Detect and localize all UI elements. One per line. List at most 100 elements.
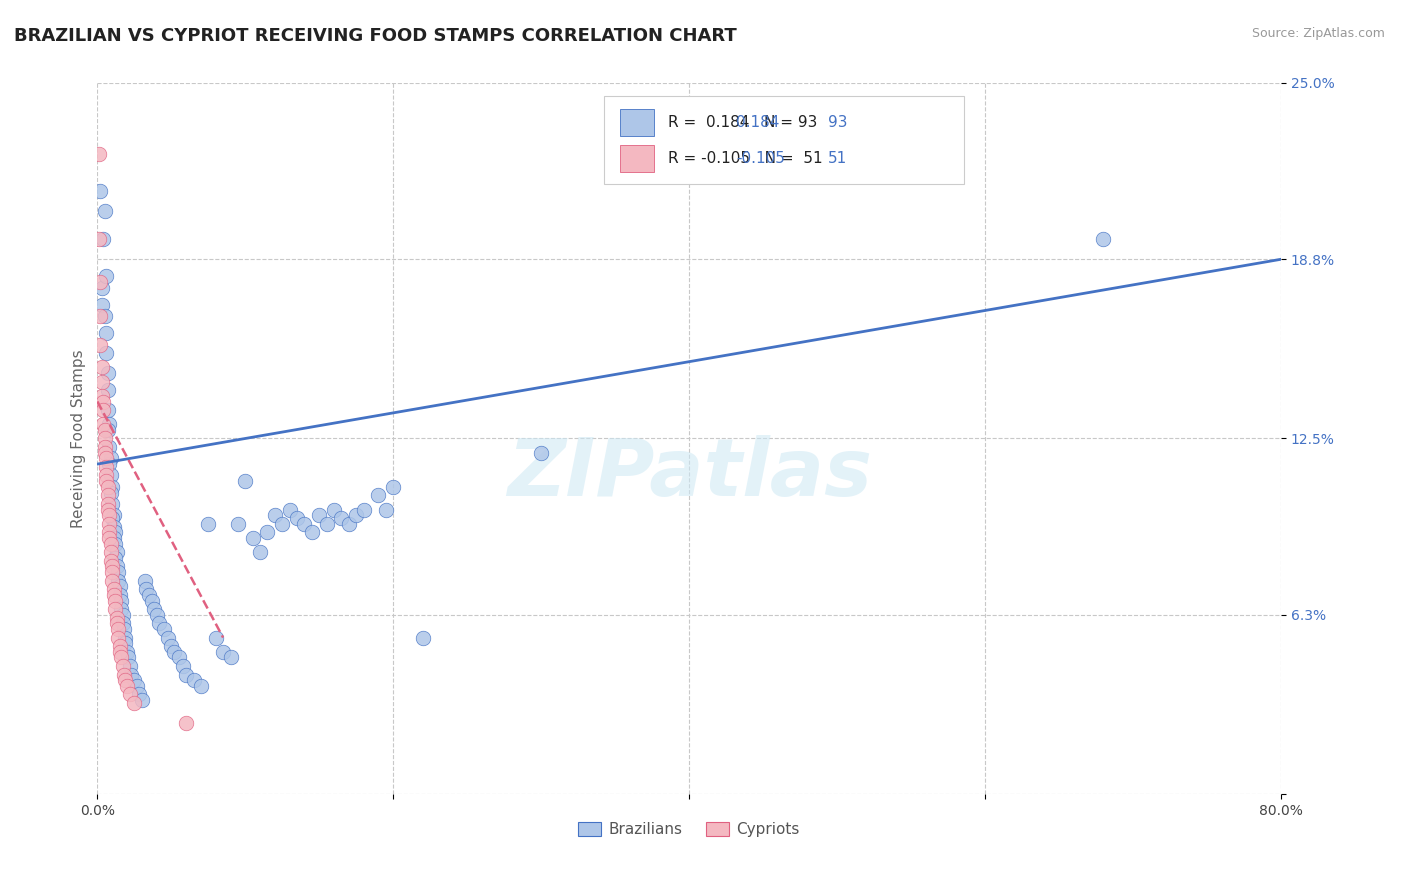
Point	[89, 184, 111, 198]
Point	[104, 537, 127, 551]
Point	[100, 451, 122, 466]
Point	[344, 508, 367, 523]
Point	[100, 554, 122, 568]
Point	[96, 326, 118, 341]
Point	[105, 559, 128, 574]
Point	[100, 545, 122, 559]
Point	[183, 673, 205, 688]
Point	[301, 525, 323, 540]
Point	[97, 502, 120, 516]
Point	[160, 639, 183, 653]
Point	[97, 423, 120, 437]
Point	[101, 559, 124, 574]
Point	[94, 446, 117, 460]
Point	[112, 667, 135, 681]
Point	[323, 502, 346, 516]
Point	[100, 468, 122, 483]
Point	[105, 545, 128, 559]
Point	[104, 602, 127, 616]
Point	[111, 659, 134, 673]
Point	[103, 508, 125, 523]
Point	[108, 645, 131, 659]
Point	[97, 403, 120, 417]
Point	[96, 269, 118, 284]
Point	[367, 488, 389, 502]
Point	[111, 616, 134, 631]
Point	[134, 574, 156, 588]
Point	[114, 636, 136, 650]
Point	[249, 545, 271, 559]
Point	[197, 516, 219, 531]
Point	[163, 645, 186, 659]
Point	[89, 337, 111, 351]
Point	[110, 602, 132, 616]
FancyBboxPatch shape	[620, 109, 654, 136]
Point	[90, 281, 112, 295]
Point	[96, 459, 118, 474]
Point	[97, 480, 120, 494]
Point	[101, 480, 124, 494]
Point	[90, 389, 112, 403]
Point	[87, 147, 110, 161]
Text: BRAZILIAN VS CYPRIOT RECEIVING FOOD STAMPS CORRELATION CHART: BRAZILIAN VS CYPRIOT RECEIVING FOOD STAM…	[14, 27, 737, 45]
Point	[141, 593, 163, 607]
Point	[107, 631, 129, 645]
Point	[98, 525, 121, 540]
Point	[145, 607, 167, 622]
Point	[98, 440, 121, 454]
Point	[97, 366, 120, 380]
Point	[98, 457, 121, 471]
Point	[105, 616, 128, 631]
Point	[91, 403, 114, 417]
Point	[138, 588, 160, 602]
Point	[94, 309, 117, 323]
Point	[226, 516, 249, 531]
Point	[374, 502, 396, 516]
Point	[118, 688, 141, 702]
Point	[98, 417, 121, 432]
Point	[530, 446, 553, 460]
Point	[212, 645, 235, 659]
Point	[97, 383, 120, 397]
Point	[190, 679, 212, 693]
Point	[90, 360, 112, 375]
Point	[114, 631, 136, 645]
Point	[101, 574, 124, 588]
Point	[118, 659, 141, 673]
Point	[104, 593, 127, 607]
Point	[330, 511, 353, 525]
Point	[94, 203, 117, 218]
Point	[172, 659, 194, 673]
Point	[89, 275, 111, 289]
Point	[124, 696, 146, 710]
Point	[101, 497, 124, 511]
Point	[174, 715, 197, 730]
Point	[104, 525, 127, 540]
Point	[285, 511, 308, 525]
Point	[98, 516, 121, 531]
Point	[114, 673, 136, 688]
Point	[271, 516, 294, 531]
Point	[107, 622, 129, 636]
Point	[97, 497, 120, 511]
Point	[153, 622, 176, 636]
Point	[108, 588, 131, 602]
Point	[382, 480, 405, 494]
Point	[100, 485, 122, 500]
Point	[98, 531, 121, 545]
Point	[174, 667, 197, 681]
Point	[308, 508, 330, 523]
Point	[167, 650, 190, 665]
Point	[96, 346, 118, 360]
Point	[115, 645, 138, 659]
Point	[264, 508, 287, 523]
Point	[148, 616, 170, 631]
Point	[98, 508, 121, 523]
Point	[111, 607, 134, 622]
Point	[104, 550, 127, 565]
Point	[219, 650, 242, 665]
Legend: Brazilians, Cypriots: Brazilians, Cypriots	[572, 816, 806, 843]
Point	[108, 639, 131, 653]
Point	[103, 582, 125, 597]
Point	[94, 440, 117, 454]
